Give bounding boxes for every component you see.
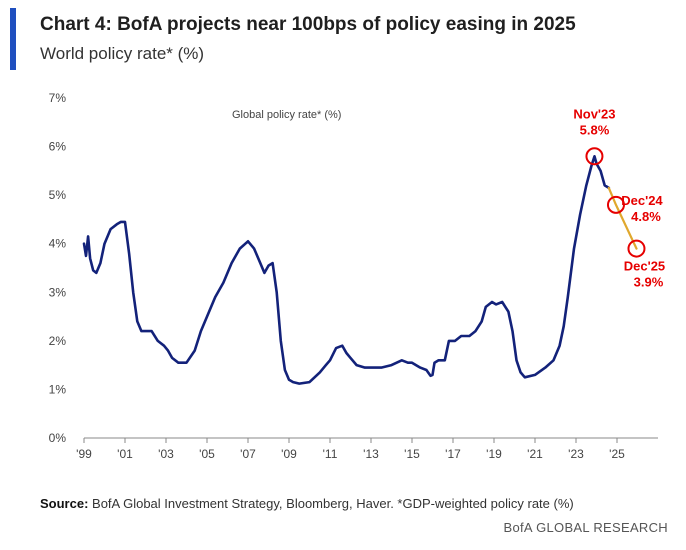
y-tick-label: 3%	[49, 285, 67, 299]
annotation-date-label: Dec'25	[624, 259, 665, 274]
series-line-projection	[607, 186, 638, 250]
line-chart: 0% 1% 2% 3% 4% 5% 6% 7% '99 '01 '03 '05 '07 '09 '11 '13…	[49, 91, 666, 461]
chart-axes: 0% 1% 2% 3% 4% 5% 6% 7% '99 '01 '03 '05 '07 '09 '11 '13…	[49, 91, 658, 461]
annotation-date-label: Dec'24	[621, 193, 663, 208]
x-tick-label: '15	[404, 447, 420, 461]
x-tick-label: '01	[117, 447, 133, 461]
annotation-circle	[627, 239, 646, 258]
annotation-value-label: 4.8%	[631, 209, 661, 224]
x-tick-label: '03	[158, 447, 174, 461]
y-tick-label: 6%	[49, 140, 67, 154]
y-tick-label: 2%	[49, 334, 67, 348]
legend-label: Global policy rate* (%)	[232, 109, 341, 121]
y-tick-label: 7%	[49, 91, 67, 105]
x-tick-label: '11	[323, 447, 338, 461]
source-note: Source: BofA Global Investment Strategy,…	[40, 496, 574, 511]
x-tick-label: '23	[568, 447, 584, 461]
annotation-value-label: 5.8%	[580, 122, 610, 137]
series-line-global-policy-rate	[82, 155, 611, 385]
series-layer	[82, 155, 638, 385]
annotation-date-label: Nov'23	[573, 106, 615, 121]
y-tick-label: 5%	[49, 188, 67, 202]
y-tick-label: 1%	[49, 382, 67, 396]
annotation-layer: Nov'235.8% Dec'244.8% Dec'253.9%	[573, 106, 665, 289]
x-tick-label: '19	[486, 447, 502, 461]
brand-label: BofA GLOBAL RESEARCH	[503, 520, 668, 535]
y-tick-label: 4%	[49, 237, 67, 251]
x-tick-label: '17	[445, 447, 461, 461]
chart-title: Chart 4: BofA projects near 100bps of po…	[40, 14, 576, 35]
x-tick-label: '99	[76, 447, 92, 461]
annotation-circle	[606, 195, 625, 214]
x-tick-label: '05	[199, 447, 215, 461]
x-tick-label: '09	[281, 447, 297, 461]
source-label: Source:	[40, 496, 89, 511]
title-accent-bar	[10, 8, 16, 70]
annotation-value-label: 3.9%	[634, 275, 664, 290]
annotation-circle	[585, 147, 604, 166]
x-tick-label: '21	[527, 447, 543, 461]
y-tick-label: 0%	[49, 431, 67, 445]
x-tick-label: '07	[240, 447, 256, 461]
source-text: BofA Global Investment Strategy, Bloombe…	[88, 496, 574, 511]
chart-subtitle: World policy rate* (%)	[40, 44, 205, 63]
x-tick-label: '25	[609, 447, 625, 461]
x-tick-label: '13	[363, 447, 379, 461]
